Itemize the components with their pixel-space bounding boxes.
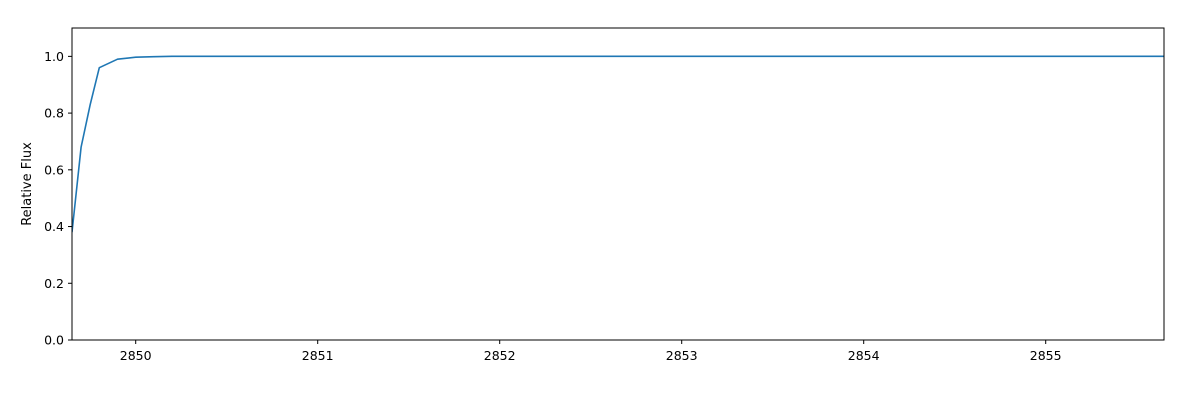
x-tick-label: 2854 <box>848 348 880 363</box>
y-tick-label: 0.0 <box>44 333 64 348</box>
x-tick-label: 2853 <box>666 348 698 363</box>
y-tick-label: 0.8 <box>44 106 64 121</box>
x-tick-label: 2852 <box>484 348 516 363</box>
y-tick-label: 0.4 <box>44 219 64 234</box>
series-line-0 <box>72 55 1164 233</box>
x-tick-label: 2850 <box>120 348 152 363</box>
x-tick-label: 2855 <box>1030 348 1062 363</box>
axes-frame <box>71 27 1165 341</box>
y-tick-label: 0.6 <box>44 162 64 177</box>
y-axis-label: Relative Flux <box>20 142 35 226</box>
y-tick-label: 1.0 <box>44 49 64 64</box>
y-tick-label: 0.2 <box>44 276 64 291</box>
x-tick-label: 2851 <box>302 348 334 363</box>
plot-area: 2850 2851 2852 2853 2854 2855 0.0 0.2 0.4 0.6 0.8 1… <box>44 27 1165 363</box>
